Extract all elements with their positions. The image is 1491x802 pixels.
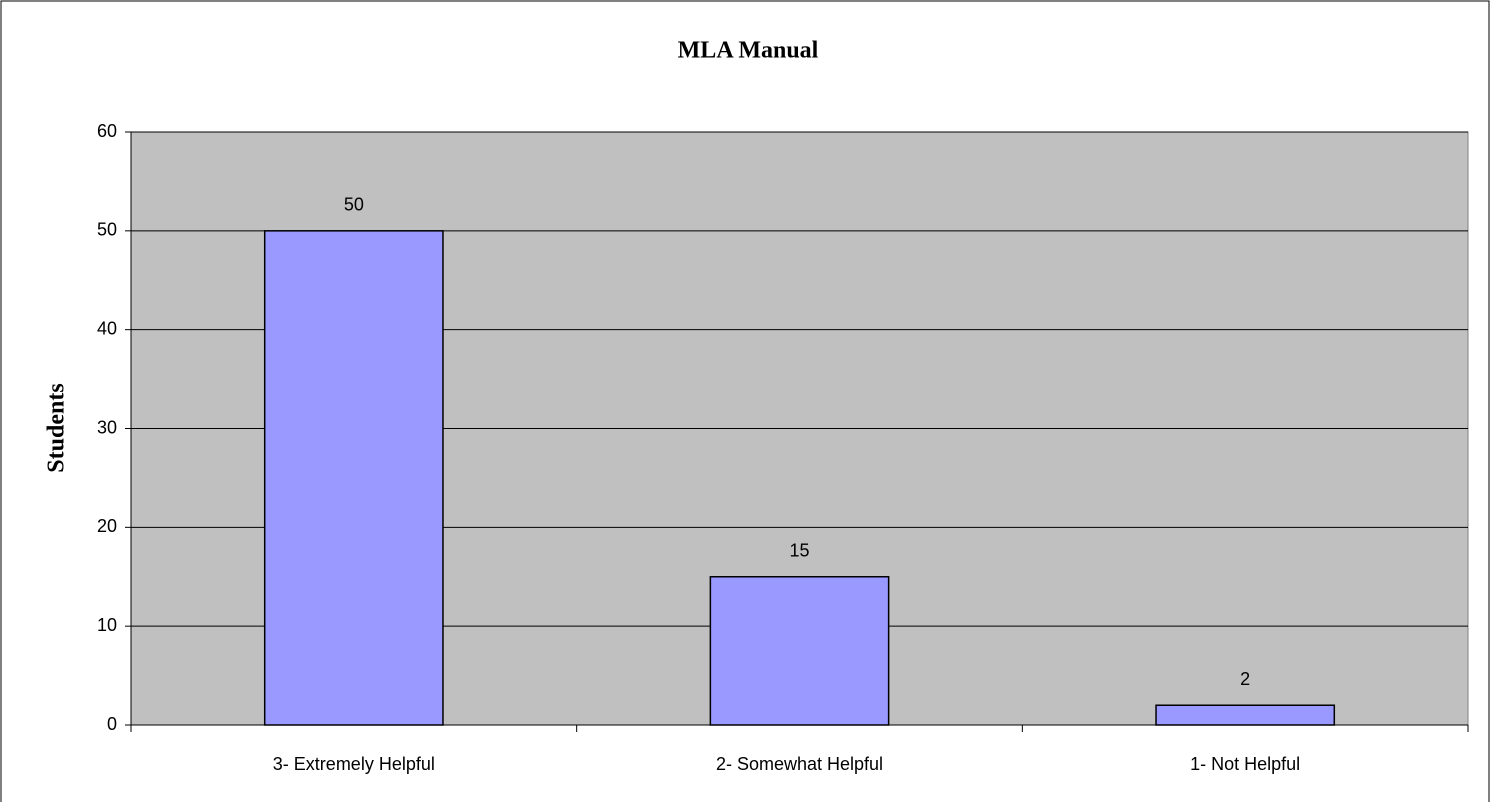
bar [263, 230, 444, 726]
y-tick-label: 0 [107, 714, 117, 734]
data-label: 15 [789, 541, 809, 561]
chart-title: MLA Manual [678, 38, 819, 64]
data-label: 50 [344, 195, 364, 215]
y-tick-label: 20 [97, 516, 117, 536]
y-tick-label: 50 [97, 220, 117, 240]
y-tick-label: 10 [97, 615, 117, 635]
y-axis-label: Students [44, 383, 70, 472]
bar [1155, 704, 1336, 726]
y-tick-label: 40 [97, 318, 117, 338]
bar [709, 576, 890, 726]
y-tick-label: 60 [97, 121, 117, 141]
x-tick-label: 3- Extremely Helpful [273, 754, 435, 774]
data-label: 2 [1240, 669, 1250, 689]
x-tick-label: 1- Not Helpful [1190, 754, 1300, 774]
y-tick-label: 30 [97, 417, 117, 437]
x-tick-label: 2- Somewhat Helpful [716, 754, 883, 774]
